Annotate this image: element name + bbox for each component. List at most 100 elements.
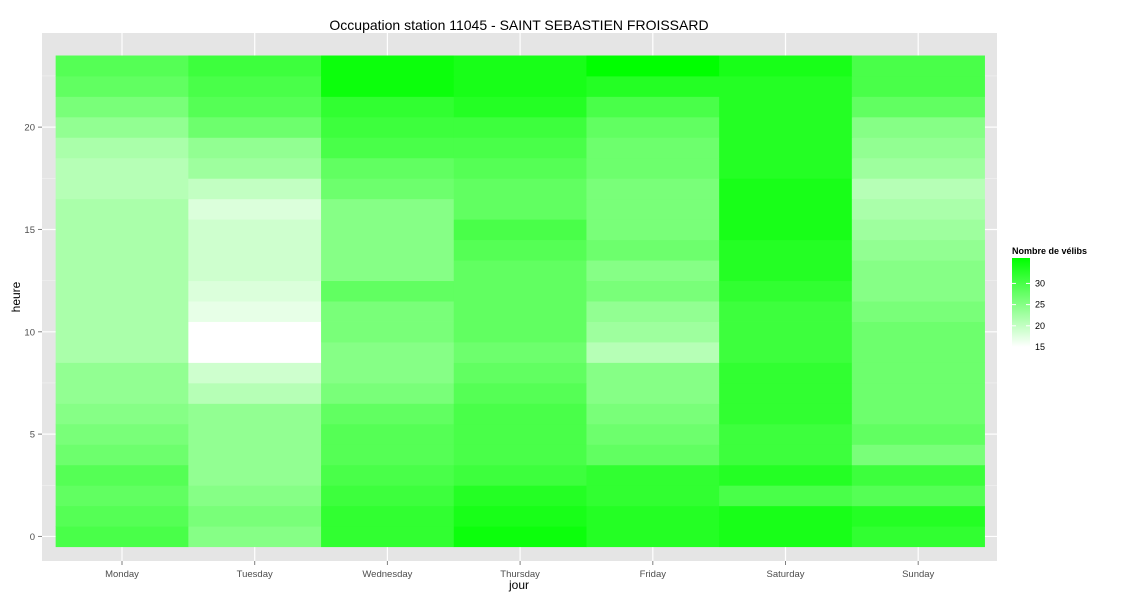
heatmap-tile — [586, 75, 720, 97]
heatmap-tile — [453, 423, 587, 445]
heatmap-tile — [851, 178, 985, 200]
heatmap-tile — [453, 157, 587, 179]
heatmap-tile — [719, 116, 853, 138]
heatmap-tile — [321, 137, 455, 159]
heatmap-tile — [719, 75, 853, 97]
y-tick-label: 5 — [30, 430, 35, 441]
heatmap-tile — [851, 505, 985, 527]
heatmap-tile — [453, 280, 587, 302]
y-tick-label: 20 — [24, 123, 35, 134]
y-axis-title: heure — [9, 281, 23, 312]
heatmap-tile — [55, 423, 189, 445]
legend-tick-label: 15 — [1035, 342, 1045, 352]
heatmap-tile — [453, 198, 587, 220]
heatmap-tile — [55, 526, 189, 548]
heatmap-tile — [719, 526, 853, 548]
heatmap-tile — [453, 178, 587, 200]
heatmap-tile — [851, 321, 985, 343]
heatmap-tile — [851, 301, 985, 322]
x-axis: Monday Tuesday Wednesday Thursday Friday Satu… — [105, 561, 935, 580]
heatmap-tile — [851, 280, 985, 302]
legend-tick-label: 25 — [1035, 300, 1045, 310]
heatmap-tile — [321, 157, 455, 179]
heatmap-tile — [851, 198, 985, 220]
heatmap-tile — [851, 55, 985, 77]
heatmap-tile — [719, 96, 853, 118]
heatmap-tile — [188, 260, 322, 282]
heatmap-tile — [719, 362, 853, 384]
heatmap-tile — [188, 382, 322, 404]
heatmap-tile — [851, 444, 985, 466]
heatmap-tile — [586, 55, 720, 77]
heatmap-tile — [851, 116, 985, 138]
x-tick-label: Friday — [640, 569, 667, 580]
heatmap-tile — [188, 219, 322, 241]
legend-colorbar — [1012, 258, 1030, 347]
heatmap-tile — [55, 444, 189, 466]
heatmap-tile — [321, 423, 455, 445]
heatmap-tile — [719, 403, 853, 425]
heatmap-tile — [188, 526, 322, 548]
heatmap-tile — [55, 116, 189, 138]
heatmap-tiles — [55, 55, 985, 548]
x-tick-label: Monday — [105, 569, 139, 580]
heatmap-tile — [586, 219, 720, 241]
heatmap-tile — [55, 321, 189, 343]
heatmap-tile — [188, 280, 322, 302]
x-tick-label: Tuesday — [237, 569, 273, 580]
heatmap-tile — [453, 526, 587, 548]
heatmap-tile — [321, 55, 455, 77]
heatmap-tile — [55, 260, 189, 282]
heatmap-tile — [586, 260, 720, 282]
heatmap-tile — [55, 403, 189, 425]
heatmap-tile — [851, 75, 985, 97]
heatmap-tile — [55, 55, 189, 77]
heatmap-tile — [851, 382, 985, 404]
heatmap-tile — [321, 75, 455, 97]
heatmap-tile — [586, 157, 720, 179]
heatmap-tile — [321, 321, 455, 343]
heatmap-tile — [321, 485, 455, 507]
heatmap-tile — [586, 178, 720, 200]
heatmap-tile — [453, 75, 587, 97]
heatmap-tile — [55, 75, 189, 97]
heatmap-tile — [321, 362, 455, 384]
heatmap-tile — [55, 219, 189, 241]
heatmap-tile — [586, 280, 720, 302]
heatmap-tile — [586, 321, 720, 343]
heatmap-tile — [453, 137, 587, 159]
legend-tick-label: 30 — [1035, 278, 1045, 288]
chart-title: Occupation station 11045 - SAINT SEBASTI… — [329, 17, 708, 33]
heatmap-tile — [188, 485, 322, 507]
heatmap-tile — [719, 198, 853, 220]
heatmap-tile — [55, 198, 189, 220]
heatmap-tile — [188, 157, 322, 179]
heatmap-tile — [719, 178, 853, 200]
heatmap-tile — [188, 321, 322, 343]
heatmap-tile — [586, 116, 720, 138]
heatmap-tile — [188, 198, 322, 220]
heatmap-tile — [719, 464, 853, 486]
heatmap-tile — [453, 342, 587, 363]
heatmap-tile — [851, 137, 985, 159]
x-tick-label: Wednesday — [362, 569, 412, 580]
heatmap-tile — [55, 239, 189, 261]
heatmap-tile — [586, 198, 720, 220]
heatmap-tile — [719, 219, 853, 241]
heatmap-tile — [453, 505, 587, 527]
heatmap-tile — [851, 342, 985, 363]
x-tick-label: Saturday — [766, 569, 804, 580]
heatmap-tile — [586, 423, 720, 445]
heatmap-tile — [453, 464, 587, 486]
heatmap-tile — [188, 178, 322, 200]
heatmap-tile — [586, 485, 720, 507]
heatmap-tile — [188, 505, 322, 527]
heatmap-tile — [851, 157, 985, 179]
heatmap-tile — [188, 362, 322, 384]
heatmap-tile — [719, 444, 853, 466]
heatmap-tile — [851, 239, 985, 261]
heatmap-tile — [188, 403, 322, 425]
heatmap-tile — [453, 444, 587, 466]
heatmap-tile — [851, 485, 985, 507]
heatmap-tile — [188, 342, 322, 363]
